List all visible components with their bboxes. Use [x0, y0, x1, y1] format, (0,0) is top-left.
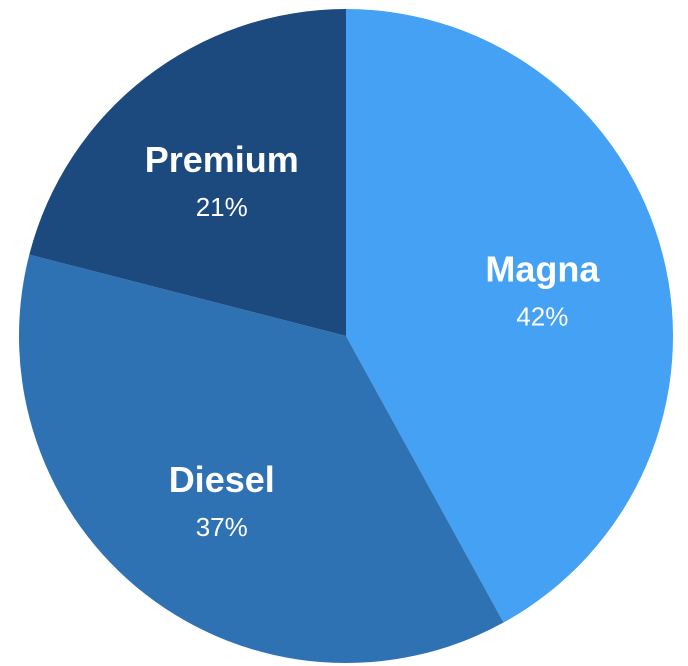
slice-label-premium: Premium: [145, 139, 299, 180]
slice-value-diesel: 37%: [196, 512, 248, 542]
slice-label-magna: Magna: [485, 249, 600, 290]
pie-slice-diesel: [18, 254, 504, 664]
slice-value-magna: 42%: [516, 302, 568, 332]
pie-slice-magna: [346, 9, 674, 623]
slice-value-premium: 21%: [196, 192, 248, 222]
pie-slice-premium: [29, 9, 346, 336]
slice-label-diesel: Diesel: [169, 459, 275, 500]
pie-slices: [18, 9, 674, 664]
pie-labels: Magna 42% Diesel 37% Premium 21%: [145, 139, 601, 542]
